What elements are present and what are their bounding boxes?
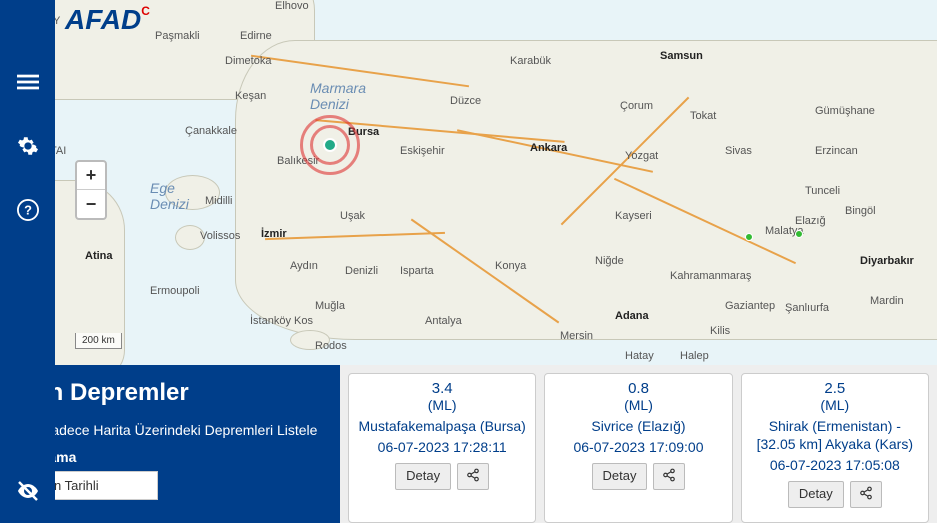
city-label: Halep [680, 350, 709, 362]
share-button[interactable] [850, 481, 882, 508]
city-label: Adana [615, 310, 649, 322]
epicenter-marker[interactable] [300, 115, 360, 175]
city-label: Kahramanmaraş [670, 270, 751, 282]
sidebar: ? [0, 0, 55, 523]
svg-text:?: ? [24, 203, 32, 218]
datetime: 06-07-2023 17:09:00 [573, 439, 703, 455]
scale-bar: 200 km [75, 333, 122, 349]
event-dot[interactable] [745, 233, 753, 241]
city-label: Konya [495, 260, 526, 272]
panel-title: Son Depremler [18, 379, 322, 407]
bottom-region: Son Depremler Sadece Harita Üzerindeki D… [0, 365, 937, 523]
magnitude: 3.4 [432, 380, 453, 397]
city-label: Kayseri [615, 210, 652, 222]
city-label: Tunceli [805, 185, 840, 197]
city-label: Edirne [240, 30, 272, 42]
sort-label: Sıralama [18, 449, 322, 465]
city-label: Paşmakli [155, 30, 200, 42]
city-label: Keşan [235, 90, 266, 102]
share-button[interactable] [457, 463, 489, 490]
datetime: 06-07-2023 17:05:08 [770, 457, 900, 473]
city-label: Niğde [595, 255, 624, 267]
earthquake-card[interactable]: 2.5(ML) Shirak (Ermenistan) - [32.05 km] … [741, 373, 929, 523]
zoom-out-button[interactable]: − [77, 190, 105, 218]
city-label: Ermoupoli [150, 285, 200, 297]
map[interactable]: Ege Denizi Marmara Denizi Elhovo Edirne Dim… [55, 0, 937, 365]
city-label: Elhovo [275, 0, 309, 12]
zoom-control: + − [75, 160, 107, 220]
city-label: Tokat [690, 110, 716, 122]
city-label: Rodos [315, 340, 347, 352]
detail-button[interactable]: Detay [395, 463, 451, 490]
city-label: Düzce [450, 95, 481, 107]
logo-flag: C [141, 4, 150, 18]
scale: (ML) [624, 397, 653, 413]
detail-button[interactable]: Detay [592, 463, 648, 490]
event-dot[interactable] [795, 230, 803, 238]
earthquake-card[interactable]: 3.4(ML) Mustafakemalpaşa (Bursa) 06-07-202… [348, 373, 536, 523]
share-button[interactable] [653, 463, 685, 490]
sea-label: Ege Denizi [150, 180, 189, 212]
earthquake-card[interactable]: 0.8(ML) Sivrice (Elazığ) 06-07-2023 17:09:… [544, 373, 732, 523]
logo: AFADC [55, 0, 160, 40]
city-label: Bingöl [845, 205, 876, 217]
city-label: Erzincan [815, 145, 858, 157]
location: Shirak (Ermenistan) - [32.05 km] Akyaka … [750, 417, 920, 453]
city-label: Denizli [345, 265, 378, 277]
city-label: Kilis [710, 325, 730, 337]
magnitude: 0.8 [628, 380, 649, 397]
city-label: Karabük [510, 55, 551, 67]
gear-icon[interactable] [16, 134, 40, 158]
city-label: İstanköy Kos [250, 315, 313, 327]
city-label: Hatay [625, 350, 654, 362]
datetime: 06-07-2023 17:28:11 [378, 439, 507, 455]
detail-button[interactable]: Detay [788, 481, 844, 508]
scale: (ML) [428, 397, 457, 413]
city-label: Gümüşhane [815, 105, 875, 117]
city-label: Dimetoka [225, 55, 271, 67]
city-label: Volissos [200, 230, 240, 242]
city-label: Ankara [530, 142, 567, 154]
city-label: Aydın [290, 260, 318, 272]
city-label: Yozgat [625, 150, 658, 162]
city-label: Muğla [315, 300, 345, 312]
city-label: Antalya [425, 315, 462, 327]
city-label: Sivas [725, 145, 752, 157]
city-label: Çanakkale [185, 125, 237, 137]
city-label: İzmir [261, 228, 287, 240]
zoom-in-button[interactable]: + [77, 162, 105, 190]
city-label: Samsun [660, 50, 703, 62]
city-label: Eskişehir [400, 145, 445, 157]
city-label: Isparta [400, 265, 434, 277]
scale: (ML) [820, 397, 849, 413]
city-label: Uşak [340, 210, 365, 222]
menu-icon[interactable] [16, 70, 40, 94]
city-label: TAI [55, 145, 66, 157]
city-label: Şanlıurfa [785, 302, 829, 314]
sea-label: Marmara Denizi [310, 80, 366, 112]
filter-row[interactable]: Sadece Harita Üzerindeki Depremleri List… [18, 421, 322, 439]
location: Mustafakemalpaşa (Bursa) [359, 417, 526, 435]
city-label: Mersin [560, 330, 593, 342]
earthquake-cards: 3.4(ML)Mustafakemalpaşa (Bursa)06-07-202… [348, 365, 937, 523]
city-label: Atina [85, 250, 113, 262]
logo-text: AFAD [65, 4, 141, 35]
city-label: Gaziantep [725, 300, 775, 312]
magnitude: 2.5 [824, 380, 845, 397]
scale-label: 200 km [82, 335, 115, 346]
filter-label: Sadece Harita Üzerindeki Depremleri List… [42, 421, 317, 439]
help-icon[interactable]: ? [16, 198, 40, 222]
city-label: Elazığ [795, 215, 826, 227]
city-label: Mardin [870, 295, 904, 307]
visibility-icon[interactable] [16, 479, 40, 503]
location: Sivrice (Elazığ) [591, 417, 685, 435]
city-label: Diyarbakır [860, 255, 914, 267]
city-label: Çorum [620, 100, 653, 112]
city-label: Midilli [205, 195, 233, 207]
